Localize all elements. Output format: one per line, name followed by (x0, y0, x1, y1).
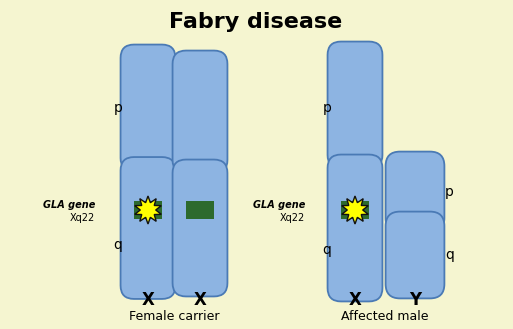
FancyBboxPatch shape (172, 51, 227, 173)
Text: X: X (193, 291, 206, 309)
FancyBboxPatch shape (328, 41, 382, 168)
Bar (186, 201, 214, 219)
Text: Female carrier: Female carrier (129, 310, 219, 322)
FancyBboxPatch shape (386, 152, 444, 232)
Text: p: p (323, 101, 331, 115)
Text: q: q (445, 248, 454, 262)
Text: Xq22: Xq22 (280, 213, 305, 223)
Text: Xq22: Xq22 (70, 213, 95, 223)
Text: X: X (142, 291, 154, 309)
Polygon shape (135, 196, 161, 224)
Text: GLA gene: GLA gene (43, 200, 95, 210)
Text: p: p (445, 185, 454, 199)
Text: p: p (113, 101, 123, 115)
FancyBboxPatch shape (121, 157, 175, 299)
Text: q: q (113, 238, 123, 252)
FancyBboxPatch shape (386, 212, 444, 298)
Bar (134, 201, 162, 219)
Text: q: q (323, 243, 331, 257)
Bar (341, 201, 369, 219)
Text: X: X (348, 291, 362, 309)
Polygon shape (342, 196, 368, 224)
Text: Affected male: Affected male (341, 310, 429, 322)
FancyBboxPatch shape (328, 155, 382, 301)
FancyBboxPatch shape (121, 44, 175, 171)
Text: GLA gene: GLA gene (252, 200, 305, 210)
FancyBboxPatch shape (172, 160, 227, 296)
Text: Fabry disease: Fabry disease (169, 12, 343, 32)
Text: Y: Y (409, 291, 421, 309)
